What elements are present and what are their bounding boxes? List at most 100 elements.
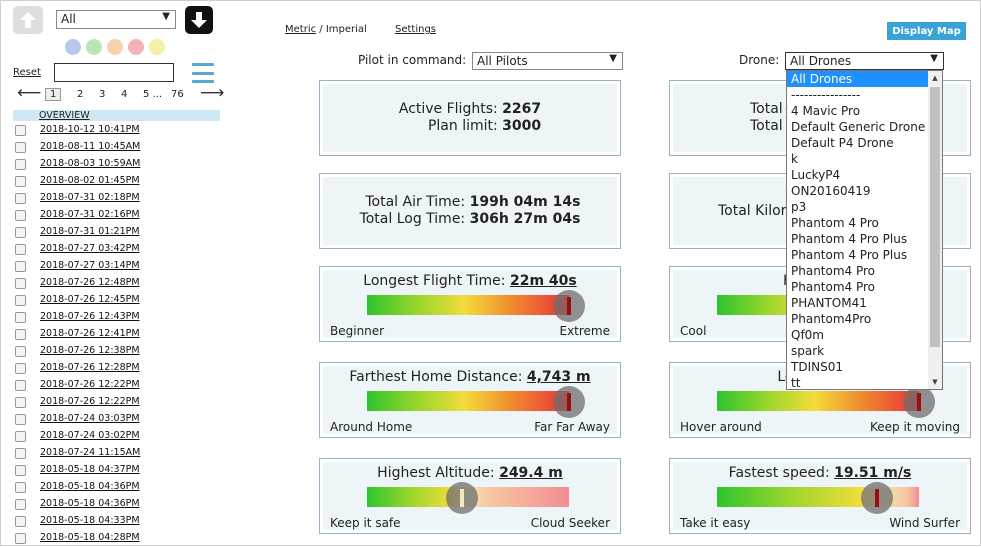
drone-option[interactable]: Qf0m (791, 328, 824, 342)
drone-option[interactable]: Phantom4Pro (791, 312, 872, 326)
flight-checkbox[interactable] (15, 363, 26, 374)
drone-option[interactable]: Phantom 4 Pro (791, 216, 879, 230)
flight-link[interactable]: 2018-07-26 12:41PM (40, 328, 140, 339)
flight-checkbox[interactable] (15, 176, 26, 187)
flight-filter-select[interactable]: All ▼ (56, 10, 176, 29)
settings-link[interactable]: Settings (395, 24, 437, 35)
flight-checkbox[interactable] (15, 244, 26, 255)
flight-link[interactable]: 2018-08-02 01:45PM (40, 175, 140, 186)
flight-link[interactable]: 2018-07-27 03:42PM (40, 243, 140, 254)
flight-checkbox[interactable] (15, 397, 26, 408)
flight-link[interactable]: 2018-07-31 01:21PM (40, 226, 140, 237)
color-dot-red[interactable] (128, 39, 144, 55)
prev-page-arrow-icon[interactable]: ⟵ (17, 83, 42, 103)
drone-list-scrollbar[interactable]: ▲ ▼ (928, 71, 942, 389)
page-3[interactable]: 3 (99, 89, 106, 100)
flight-checkbox[interactable] (15, 516, 26, 527)
flight-link[interactable]: 2018-05-18 04:28PM (40, 532, 140, 543)
flight-checkbox[interactable] (15, 533, 26, 544)
flight-checkbox[interactable] (15, 193, 26, 204)
imperial-link[interactable]: Imperial (325, 24, 367, 35)
flight-checkbox[interactable] (15, 312, 26, 323)
page-76[interactable]: 76 (171, 89, 184, 100)
flight-link[interactable]: 2018-07-31 02:16PM (40, 209, 140, 220)
flight-link[interactable]: 2018-07-26 12:22PM (40, 379, 140, 390)
flight-checkbox[interactable] (15, 499, 26, 510)
flight-checkbox[interactable] (15, 125, 26, 136)
drone-option[interactable]: p3 (791, 200, 807, 214)
drone-option[interactable]: LuckyP4 (791, 168, 841, 182)
reset-link[interactable]: Reset (13, 67, 41, 78)
flight-link[interactable]: 2018-07-27 03:14PM (40, 260, 140, 271)
drone-option[interactable]: Phantom4 Pro (791, 264, 876, 278)
flight-link[interactable]: 2018-07-26 12:38PM (40, 345, 140, 356)
drone-option[interactable]: ON20160419 (791, 184, 871, 198)
flight-link[interactable]: 2018-07-24 03:03PM (40, 413, 140, 424)
flight-checkbox[interactable] (15, 448, 26, 459)
flight-checkbox[interactable] (15, 227, 26, 238)
scroll-down-arrow-icon[interactable]: ▼ (932, 378, 938, 386)
metric-link[interactable]: Metric (285, 24, 317, 35)
flight-checkbox[interactable] (15, 295, 26, 306)
flight-link[interactable]: 2018-05-18 04:36PM (40, 481, 140, 492)
drone-option[interactable]: 4 Mavic Pro (791, 104, 861, 118)
sidebar-search-input[interactable] (54, 63, 174, 82)
color-dot-green[interactable] (86, 39, 102, 55)
flight-link[interactable]: 2018-05-18 04:37PM (40, 464, 140, 475)
next-page-arrow-icon[interactable]: ⟶ (200, 83, 225, 103)
flight-checkbox[interactable] (15, 380, 26, 391)
flight-checkbox[interactable] (15, 346, 26, 357)
flight-link[interactable]: 2018-07-24 11:15AM (40, 447, 141, 458)
drone-option[interactable]: PHANTOM41 (791, 296, 867, 310)
scrollbar-thumb[interactable] (930, 87, 940, 347)
flight-link[interactable]: 2018-05-18 04:33PM (40, 515, 140, 526)
color-dot-blue[interactable] (65, 39, 81, 55)
flight-checkbox[interactable] (15, 261, 26, 272)
display-map-button[interactable]: Display Map (887, 22, 966, 40)
flight-link[interactable]: 2018-07-26 12:45PM (40, 294, 140, 305)
flight-checkbox[interactable] (15, 482, 26, 493)
flight-link[interactable]: 2018-07-26 12:22PM (40, 396, 140, 407)
flight-checkbox[interactable] (15, 431, 26, 442)
drone-option[interactable]: Phantom 4 Pro Plus (791, 248, 908, 262)
flight-link[interactable]: 2018-08-11 10:45AM (40, 141, 141, 152)
flight-link[interactable]: 2018-10-12 10:41PM (40, 124, 140, 135)
scroll-down-button[interactable] (185, 6, 213, 34)
flight-checkbox[interactable] (15, 159, 26, 170)
drone-option[interactable]: ---------------- (791, 88, 861, 102)
flight-link[interactable]: 2018-07-24 03:02PM (40, 430, 140, 441)
drone-option[interactable]: TDINS01 (791, 360, 843, 374)
drone-option[interactable]: Default Generic Drone (791, 120, 926, 134)
flight-link[interactable]: 2018-07-26 12:43PM (40, 311, 140, 322)
flight-checkbox[interactable] (15, 329, 26, 340)
page-1[interactable]: 1 (45, 88, 62, 101)
drone-option[interactable]: Phantom 4 Pro Plus (791, 232, 908, 246)
drone-option[interactable]: All Drones (787, 71, 928, 87)
page-4[interactable]: 4 (121, 89, 128, 100)
drone-option[interactable]: k (791, 152, 798, 166)
flight-link[interactable]: 2018-07-26 12:28PM (40, 362, 140, 373)
flight-link[interactable]: 2018-07-26 12:48PM (40, 277, 140, 288)
flight-checkbox[interactable] (15, 465, 26, 476)
drone-select[interactable]: All Drones ▼ (785, 52, 944, 70)
menu-icon[interactable] (192, 63, 214, 83)
page-5[interactable]: 5 ... (143, 89, 163, 100)
drone-option[interactable]: spark (791, 344, 825, 358)
flight-link[interactable]: 2018-05-18 04:36PM (40, 498, 140, 509)
pilot-select[interactable]: All Pilots ▼ (472, 52, 623, 70)
drone-option[interactable]: tt (791, 376, 801, 390)
color-dot-orange[interactable] (107, 39, 123, 55)
color-dot-yellow[interactable] (149, 39, 165, 55)
flight-checkbox[interactable] (15, 278, 26, 289)
scroll-up-arrow-icon[interactable]: ▲ (932, 74, 938, 82)
drone-option[interactable]: Default P4 Drone (791, 136, 894, 150)
flight-link[interactable]: 2018-08-03 10:59AM (40, 158, 141, 169)
overview-link[interactable]: OVERVIEW (13, 110, 220, 121)
drone-dropdown-list[interactable]: All Drones ---------------- 4 Mavic Pro Def… (786, 70, 943, 390)
scroll-up-button[interactable] (13, 6, 43, 34)
flight-checkbox[interactable] (15, 414, 26, 425)
flight-link[interactable]: 2018-07-31 02:18PM (40, 192, 140, 203)
flight-checkbox[interactable] (15, 210, 26, 221)
flight-checkbox[interactable] (15, 142, 26, 153)
page-2[interactable]: 2 (77, 89, 84, 100)
